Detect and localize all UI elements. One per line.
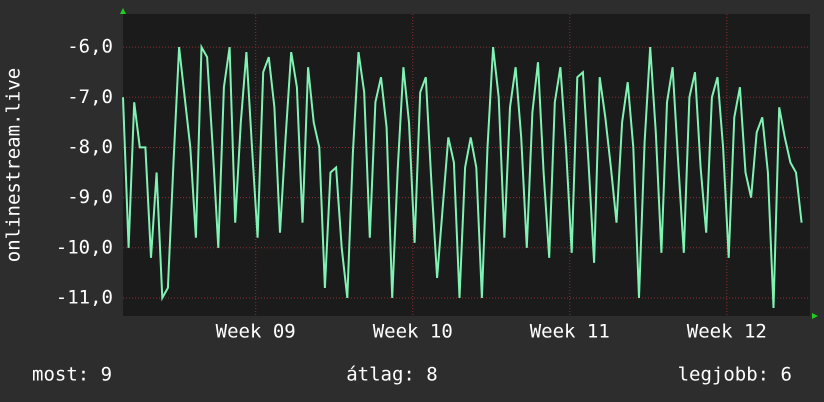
axis-arrow [120, 8, 126, 14]
data-line [122, 43, 803, 309]
y-tick-label: -10,0 [56, 236, 113, 258]
y-tick-label: -11,0 [56, 286, 113, 308]
y-tick-label: -7,0 [67, 86, 113, 108]
x-tick-label: Week 09 [216, 321, 296, 343]
y-tick-label: -9,0 [67, 186, 113, 208]
x-tick-label: Week 12 [687, 321, 767, 343]
y-tick-label: -6,0 [67, 36, 113, 58]
x-tick-label: Week 10 [373, 321, 453, 343]
footer-average: átlag: 8 [346, 364, 438, 386]
axis-arrow [812, 313, 818, 319]
y-axis-label: onlinestream.live [3, 68, 25, 262]
footer-best: legjobb: 6 [678, 364, 792, 386]
footer-current: most: 9 [32, 364, 112, 386]
x-tick-label: Week 11 [530, 321, 610, 343]
y-tick-label: -8,0 [67, 136, 113, 158]
